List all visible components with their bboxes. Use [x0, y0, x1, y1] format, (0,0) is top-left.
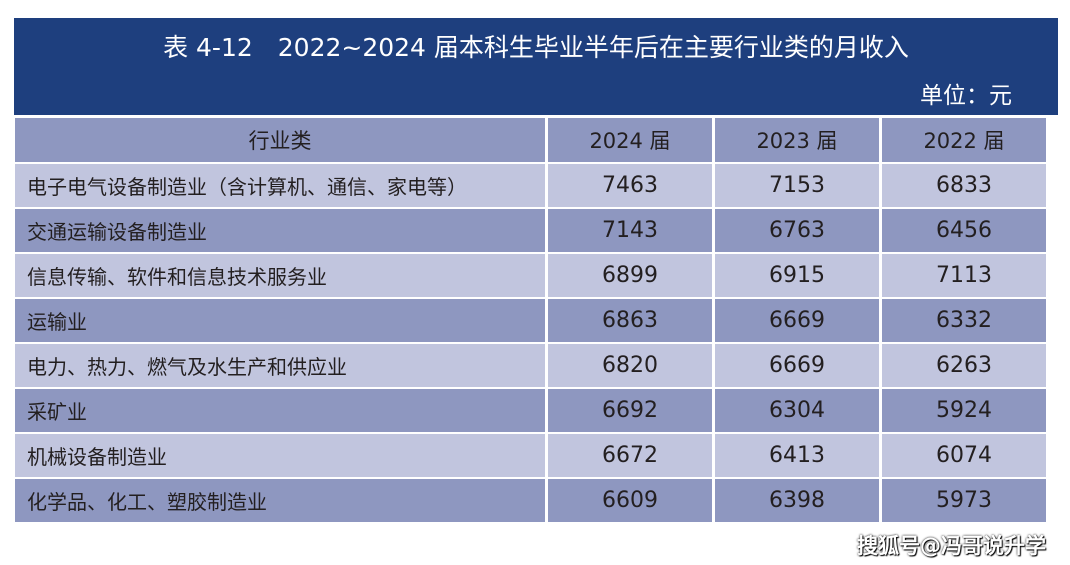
industry-cell: 采矿业	[15, 389, 545, 432]
table-row: 交通运输设备制造业 7143 6763 6456	[15, 209, 1046, 252]
industry-cell: 交通运输设备制造业	[15, 209, 545, 252]
income-cell: 6413	[715, 434, 879, 477]
table-row: 采矿业 6692 6304 5924	[15, 389, 1046, 432]
income-cell: 6863	[548, 299, 712, 342]
income-cell: 6692	[548, 389, 712, 432]
income-cell: 6669	[715, 299, 879, 342]
header-row: 行业类 2024 届 2023 届 2022 届	[15, 118, 1046, 162]
income-cell: 6833	[882, 164, 1046, 207]
income-cell: 6332	[882, 299, 1046, 342]
income-cell: 6398	[715, 479, 879, 522]
income-cell: 7153	[715, 164, 879, 207]
income-cell: 5924	[882, 389, 1046, 432]
table-row: 电力、热力、燃气及水生产和供应业 6820 6669 6263	[15, 344, 1046, 387]
income-cell: 6899	[548, 254, 712, 297]
watermark: 搜狐号@冯哥说升学	[857, 534, 1046, 558]
income-table: 行业类 2024 届 2023 届 2022 届 电子电气设备制造业（含计算机、…	[12, 116, 1049, 524]
table-body: 电子电气设备制造业（含计算机、通信、家电等） 7463 7153 6833 交通运输设备…	[15, 164, 1046, 522]
industry-cell: 化学品、化工、塑胶制造业	[15, 479, 545, 522]
unit-label: 单位：元	[920, 83, 1012, 109]
column-header: 2022 届	[882, 118, 1046, 162]
industry-cell: 机械设备制造业	[15, 434, 545, 477]
table-row: 机械设备制造业 6672 6413 6074	[15, 434, 1046, 477]
income-cell: 6263	[882, 344, 1046, 387]
income-cell: 6672	[548, 434, 712, 477]
table-title: 表 4-12 2022~2024 届本科生毕业半年后在主要行业类的月收入	[163, 33, 909, 62]
title-banner: 表 4-12 2022~2024 届本科生毕业半年后在主要行业类的月收入 单位：…	[14, 18, 1058, 115]
table-row: 化学品、化工、塑胶制造业 6609 6398 5973	[15, 479, 1046, 522]
income-cell: 6669	[715, 344, 879, 387]
column-header: 2024 届	[548, 118, 712, 162]
income-cell: 7113	[882, 254, 1046, 297]
industry-cell: 信息传输、软件和信息技术服务业	[15, 254, 545, 297]
column-header: 行业类	[15, 118, 545, 162]
income-cell: 6456	[882, 209, 1046, 252]
income-cell: 7463	[548, 164, 712, 207]
income-cell: 6915	[715, 254, 879, 297]
table-row: 运输业 6863 6669 6332	[15, 299, 1046, 342]
income-cell: 7143	[548, 209, 712, 252]
income-cell: 5973	[882, 479, 1046, 522]
table-row: 信息传输、软件和信息技术服务业 6899 6915 7113	[15, 254, 1046, 297]
industry-cell: 电子电气设备制造业（含计算机、通信、家电等）	[15, 164, 545, 207]
income-cell: 6304	[715, 389, 879, 432]
income-cell: 6074	[882, 434, 1046, 477]
column-header: 2023 届	[715, 118, 879, 162]
income-cell: 6820	[548, 344, 712, 387]
industry-cell: 运输业	[15, 299, 545, 342]
industry-cell: 电力、热力、燃气及水生产和供应业	[15, 344, 545, 387]
table-row: 电子电气设备制造业（含计算机、通信、家电等） 7463 7153 6833	[15, 164, 1046, 207]
income-cell: 6609	[548, 479, 712, 522]
income-cell: 6763	[715, 209, 879, 252]
